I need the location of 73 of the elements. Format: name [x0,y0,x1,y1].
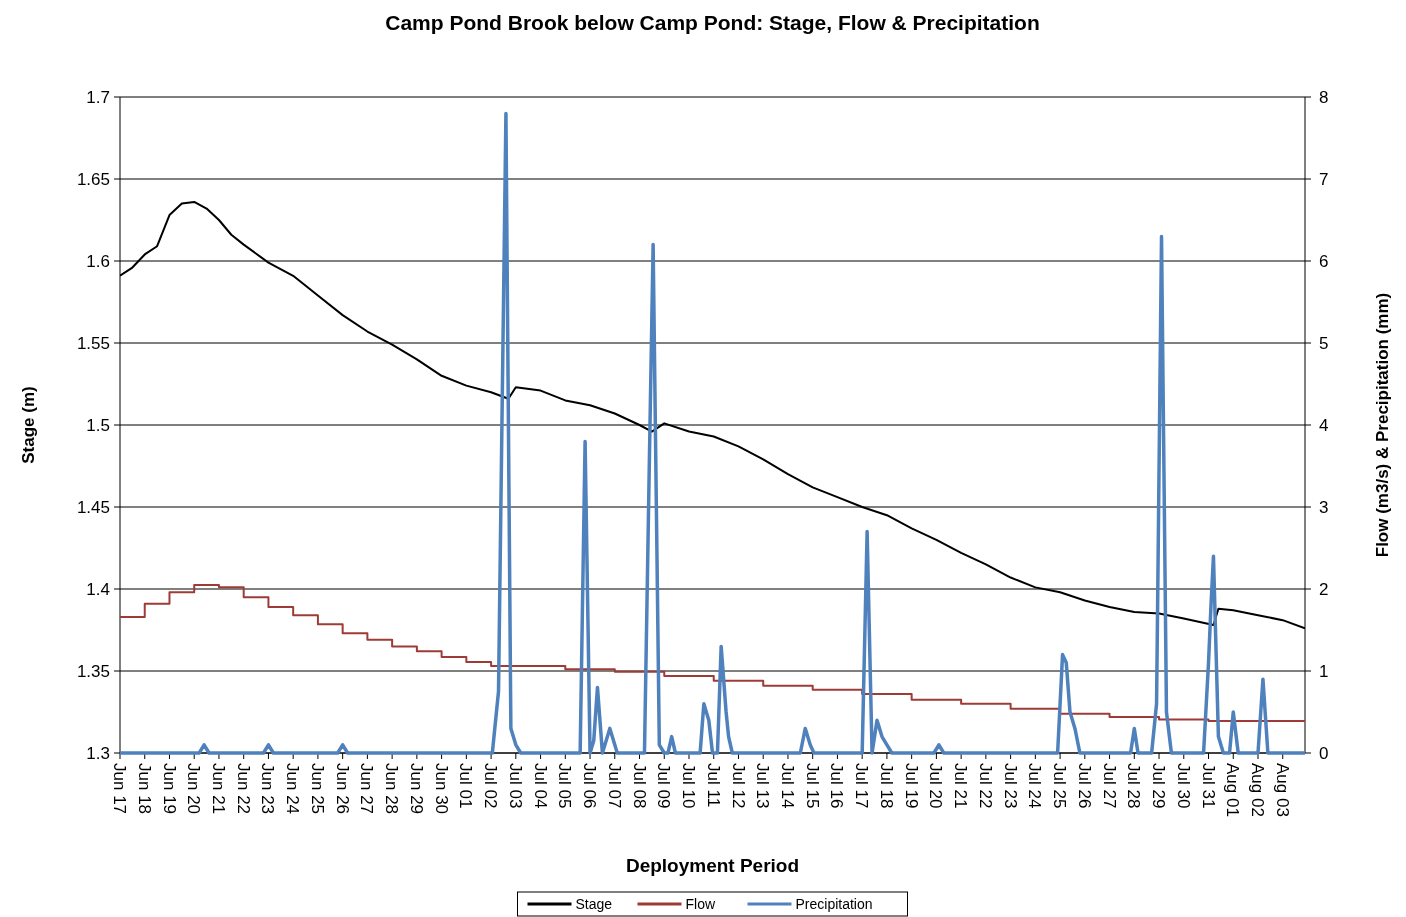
y-tick-label: 1.7 [86,87,110,107]
y-tick-label: 1.35 [76,661,110,681]
x-tick-label: Jun 18 [134,763,154,815]
x-tick-label: Jul 25 [1050,763,1070,809]
x-tick-label: Jul 21 [951,763,971,809]
x-tick-label: Jul 08 [629,763,649,809]
y2-tick-label: 5 [1319,333,1329,353]
x-tick-label: Jul 19 [901,763,921,809]
y2-tick-label: 3 [1319,497,1329,517]
y-tick-label: 1.3 [86,743,110,763]
x-tick-label: Jul 06 [580,763,600,809]
x-tick-label: Jul 10 [679,763,699,809]
x-tick-label: Jun 20 [184,763,204,815]
x-tick-label: Aug 03 [1272,763,1292,817]
x-tick-label: Jul 05 [555,763,575,809]
x-tick-label: Jul 26 [1074,763,1094,809]
x-tick-label: Jul 15 [802,763,822,809]
chart-title: Camp Pond Brook below Camp Pond: Stage, Flow & Precipitation [385,11,1040,34]
x-tick-label: Jul 17 [852,763,872,809]
x-tick-label: Jul 30 [1173,763,1193,809]
y-axis-title: Stage (m) [19,386,38,464]
x-tick-label: Aug 02 [1248,763,1268,817]
x-tick-label: Jun 25 [307,763,327,815]
x-tick-label: Jul 14 [778,763,797,809]
y2-tick-label: 0 [1319,743,1329,763]
x-tick-label: Jun 19 [159,763,179,815]
y-tick-label: 1.55 [76,333,110,353]
x-tick-label: Jun 26 [332,763,352,815]
legend-label: Flow [685,895,716,912]
x-tick-label: Jun 24 [283,763,303,815]
x-tick-label: Jul 31 [1198,763,1218,809]
x-tick-label: Jul 02 [481,763,501,809]
x-tick-label: Jun 27 [357,763,377,815]
legend-label: Precipitation [795,895,873,912]
x-axis-title: Deployment Period [625,855,800,876]
y-tick-label: 1.45 [76,497,110,517]
x-tick-label: Jul 12 [728,763,748,809]
y-tick-label: 1.65 [76,169,110,189]
y2-tick-label: 4 [1319,415,1329,435]
x-tick-label: Jun 22 [233,763,253,815]
x-tick-label: Jul 23 [1000,763,1020,809]
x-tick-label: Jun 29 [406,763,426,815]
y2-axis-title: Flow (m3/s) & Precipitation (mm) [1373,292,1392,558]
x-tick-label: Jun 23 [258,763,278,815]
x-tick-label: Jul 20 [926,763,946,809]
x-tick-label: Jul 28 [1124,763,1144,809]
x-tick-label: Jun 28 [382,763,402,815]
x-tick-label: Jul 29 [1149,763,1169,809]
x-tick-label: Jul 07 [604,763,624,809]
y2-tick-label: 6 [1319,251,1329,271]
y2-tick-label: 7 [1319,169,1329,189]
x-tick-label: Jul 11 [703,763,723,808]
y-tick-label: 1.6 [86,251,110,271]
x-tick-label: Jul 04 [530,763,550,809]
x-tick-label: Jul 27 [1099,763,1119,809]
x-tick-label: Jul 24 [1025,763,1045,809]
x-tick-label: Jun 21 [209,763,229,815]
y2-tick-label: 1 [1319,661,1329,681]
x-tick-label: Aug 01 [1223,763,1243,817]
x-tick-label: Jul 01 [456,763,476,809]
x-tick-label: Jul 09 [654,763,674,809]
x-tick-label: Jun 17 [110,763,130,815]
y2-tick-label: 8 [1319,87,1329,107]
y2-tick-label: 2 [1319,579,1329,599]
x-tick-label: Jul 18 [876,763,896,809]
y-tick-label: 1.5 [86,415,110,435]
x-tick-label: Jun 30 [431,763,451,815]
legend-label: Stage [575,895,613,912]
x-tick-label: Jul 16 [827,763,847,809]
x-tick-label: Jul 03 [505,763,525,809]
x-tick-label: Jul 13 [753,763,773,809]
x-tick-label: Jul 22 [975,763,995,809]
y-tick-label: 1.4 [86,579,110,599]
